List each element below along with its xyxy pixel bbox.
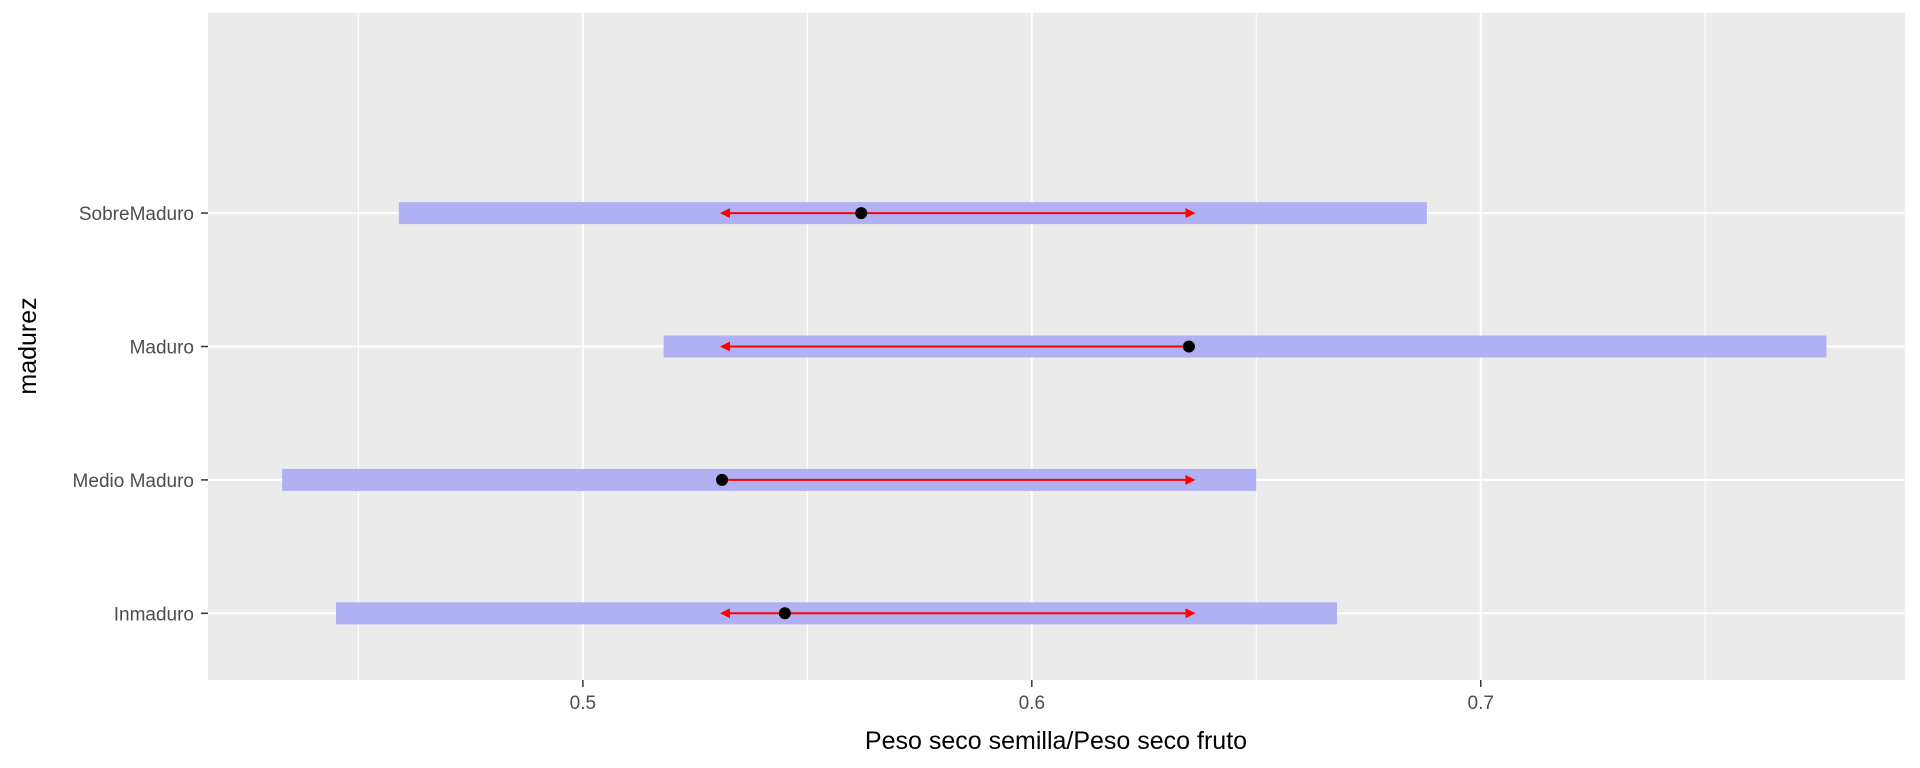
y-axis-ticks: Inmaduro Medio Maduro Maduro SobreMaduro xyxy=(73,204,208,625)
x-tick-label-1: 0.6 xyxy=(1019,693,1045,714)
y-tick-label-3: SobreMaduro xyxy=(79,204,194,225)
point-1 xyxy=(716,473,729,486)
points xyxy=(716,207,1195,620)
point-3 xyxy=(855,207,868,220)
interval-bars xyxy=(282,202,1827,625)
y-tick-label-1: Medio Maduro xyxy=(73,471,194,492)
x-axis-title: Peso seco semilla/Peso seco fruto xyxy=(865,727,1247,755)
x-axis-ticks: 0.5 0.6 0.7 xyxy=(570,680,1494,714)
x-tick-label-0: 0.5 xyxy=(570,693,596,714)
range-bar-2 xyxy=(663,335,1827,358)
y-tick-label-0: Inmaduro xyxy=(114,604,194,625)
y-axis-title: madurez xyxy=(14,297,42,394)
x-tick-label-2: 0.7 xyxy=(1468,693,1494,714)
point-2 xyxy=(1182,340,1195,353)
point-0 xyxy=(778,607,791,620)
y-tick-label-2: Maduro xyxy=(130,338,194,359)
arrows xyxy=(720,208,1196,619)
